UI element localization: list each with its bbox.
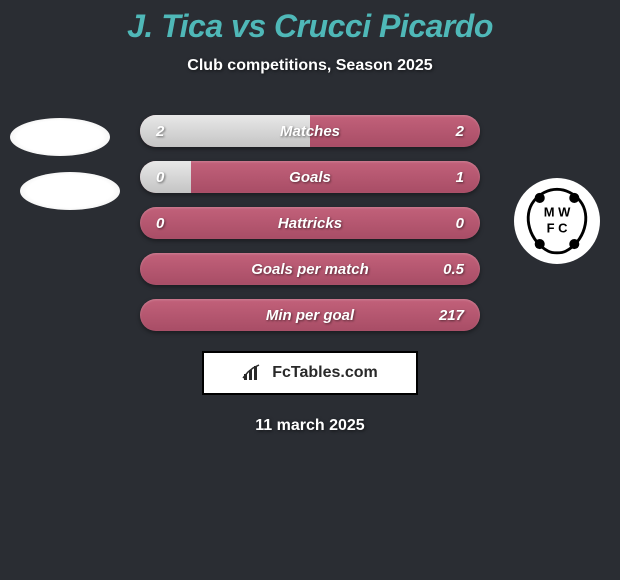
stat-label: Matches xyxy=(280,123,340,140)
subtitle: Club competitions, Season 2025 xyxy=(0,57,620,75)
stat-value-right: 0.5 xyxy=(443,261,464,278)
stat-row: 0 Hattricks 0 xyxy=(140,207,480,239)
stat-value-right: 2 xyxy=(456,123,464,140)
stat-value-right: 217 xyxy=(439,307,464,324)
page-title: J. Tica vs Crucci Picardo xyxy=(0,8,620,45)
stat-fill xyxy=(140,161,191,193)
stat-value-left: 2 xyxy=(156,123,164,140)
stat-value-right: 0 xyxy=(456,215,464,232)
stat-label: Goals xyxy=(289,169,331,186)
brand-text: FcTables.com xyxy=(272,364,378,382)
stat-value-right: 1 xyxy=(456,169,464,186)
svg-text:M W: M W xyxy=(544,205,571,220)
svg-text:F C: F C xyxy=(547,221,568,236)
stat-label: Min per goal xyxy=(266,307,354,324)
team-badge-left-2 xyxy=(20,172,120,210)
stat-value-left: 0 xyxy=(156,169,164,186)
date-text: 11 march 2025 xyxy=(0,417,620,435)
bar-chart-icon xyxy=(242,364,266,382)
brand-badge: FcTables.com xyxy=(202,351,418,395)
stat-row: 0 Goals 1 xyxy=(140,161,480,193)
stat-row: Min per goal 217 xyxy=(140,299,480,331)
stat-row: 2 Matches 2 xyxy=(140,115,480,147)
team-badge-right: M W F C xyxy=(514,178,600,264)
stat-value-left: 0 xyxy=(156,215,164,232)
team-badge-left-1 xyxy=(10,118,110,156)
shield-icon: M W F C xyxy=(521,185,593,257)
stat-label: Hattricks xyxy=(278,215,342,232)
stat-label: Goals per match xyxy=(251,261,369,278)
stat-row: Goals per match 0.5 xyxy=(140,253,480,285)
stats-table: 2 Matches 2 0 Goals 1 0 Hattricks 0 Goal… xyxy=(140,115,480,331)
